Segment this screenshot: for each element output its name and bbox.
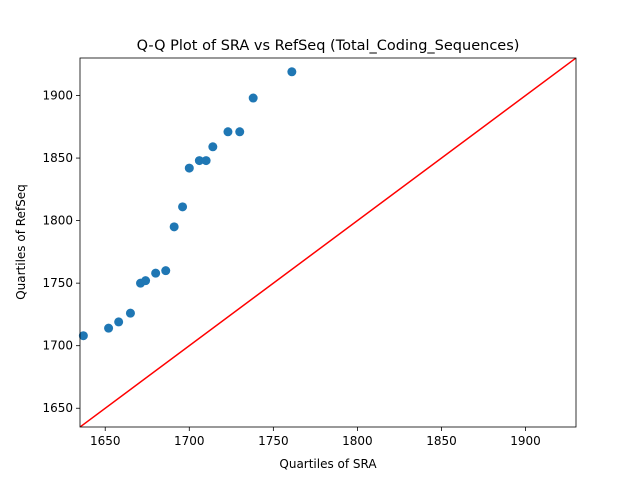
- data-point: [161, 266, 171, 276]
- x-tick-label: 1650: [90, 434, 121, 448]
- data-point: [78, 331, 88, 341]
- y-axis-label: Quartiles of RefSeq: [14, 184, 28, 300]
- data-point: [248, 93, 258, 103]
- data-point: [194, 156, 204, 166]
- x-tick-label: 1700: [174, 434, 205, 448]
- y-tick-label: 1750: [42, 276, 73, 290]
- y-tick-label: 1850: [42, 151, 73, 165]
- plot-frame: [79, 57, 577, 428]
- data-point: [151, 268, 161, 278]
- reference-line: [80, 58, 576, 427]
- data-point: [201, 156, 211, 166]
- y-tick-label: 1900: [42, 89, 73, 103]
- y-tick-label: 1800: [42, 214, 73, 228]
- x-tick-label: 1750: [258, 434, 289, 448]
- y-tick-label: 1700: [42, 339, 73, 353]
- data-point: [208, 142, 218, 152]
- data-point: [184, 163, 194, 173]
- data-point: [125, 308, 135, 318]
- data-point: [287, 67, 297, 77]
- x-tick-label: 1850: [426, 434, 457, 448]
- x-tick-label: 1900: [510, 434, 541, 448]
- data-point: [223, 127, 233, 137]
- chart-title: Q-Q Plot of SRA vs RefSeq (Total_Coding_…: [137, 38, 520, 54]
- data-point: [104, 323, 114, 333]
- x-axis-label: Quartiles of SRA: [279, 457, 377, 471]
- data-point: [169, 222, 179, 232]
- data-point: [114, 317, 124, 327]
- data-point: [141, 276, 151, 286]
- scatter-points: [78, 67, 297, 341]
- y-axis: 1650 1700 1750 1800 1850 1900: [42, 89, 80, 415]
- data-point: [235, 127, 245, 137]
- x-axis: 1650 1700 1750 1800 1850 1900: [90, 427, 541, 448]
- x-tick-label: 1800: [342, 434, 373, 448]
- y-tick-label: 1650: [42, 401, 73, 415]
- data-point: [178, 202, 188, 212]
